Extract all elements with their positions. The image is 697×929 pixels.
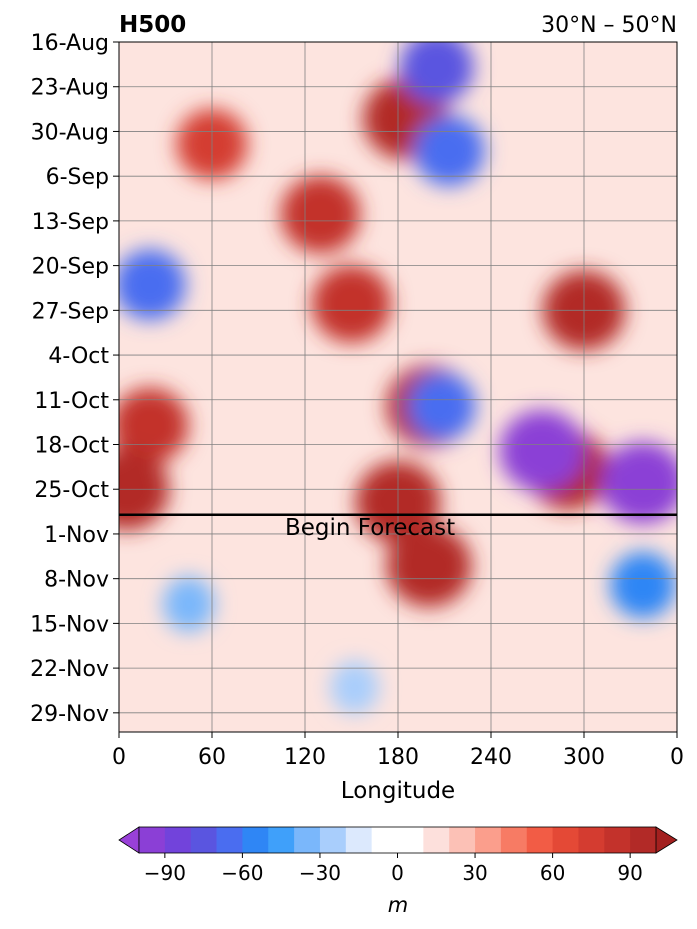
y-tick-label: 23-Aug	[31, 76, 109, 101]
anomaly-feature-14	[407, 371, 476, 441]
colorbar-segment	[139, 827, 166, 853]
y-tick-label: 6-Sep	[46, 165, 109, 190]
colorbar-extend-under	[118, 826, 140, 854]
anomaly-feature-18	[162, 576, 215, 632]
colorbar-segment	[216, 827, 243, 853]
anomaly-feature-8	[386, 524, 472, 607]
colorbar-segment	[371, 827, 424, 853]
plot-area	[119, 42, 677, 732]
y-tick-label: 20-Sep	[32, 255, 109, 280]
colorbar: −90 −60 −30 0 30 60 90	[118, 826, 678, 885]
chart-title-left: H500	[119, 12, 186, 38]
anomaly-feature-12	[413, 115, 485, 187]
anomaly-feature-13	[119, 249, 186, 321]
y-tick-label: 8-Nov	[44, 568, 109, 593]
colorbar-tick-label: −60	[221, 861, 263, 885]
x-tick-label: 120	[284, 745, 326, 770]
forecast-marker: Begin Forecast	[119, 513, 677, 541]
colorbar-segment	[319, 827, 347, 853]
colorbar-tick-label: 60	[540, 861, 565, 885]
y-tick-label: 22-Nov	[30, 657, 109, 682]
x-tick-label: 0	[112, 745, 126, 770]
y-tick-label: 27-Sep	[32, 299, 109, 324]
anomaly-feature-19	[330, 660, 379, 714]
x-tick-label: 60	[198, 745, 226, 770]
x-tick-label: 300	[563, 745, 605, 770]
anomaly-feature-15	[499, 409, 585, 492]
colorbar-segment	[475, 827, 502, 853]
x-axis-label: Longitude	[341, 778, 455, 804]
y-tick-label: 25-Oct	[34, 478, 109, 503]
y-tick-label: 16-Aug	[31, 31, 109, 56]
y-tick-label: 13-Sep	[32, 210, 109, 235]
colorbar-segment	[578, 827, 605, 853]
colorbar-segment	[190, 827, 217, 853]
colorbar-segment	[423, 827, 450, 853]
forecast-label: Begin Forecast	[285, 515, 455, 541]
anomaly-feature-3	[311, 265, 392, 343]
colorbar-segment	[604, 827, 631, 853]
y-tick-label: 11-Oct	[34, 389, 109, 414]
colorbar-segment	[268, 827, 295, 853]
chart-title-right: 30°N – 50°N	[541, 13, 677, 38]
colorbar-segment	[526, 827, 553, 853]
colorbar-segment	[449, 827, 476, 853]
y-axis: 16-Aug 23-Aug 30-Aug 6-Sep 13-Sep 20-Sep 27-Se…	[30, 31, 119, 727]
x-axis: 0 60 120 180 240 300 0	[112, 732, 684, 770]
colorbar-segment	[500, 827, 528, 853]
colorbar-segment	[345, 827, 373, 853]
colorbar-tick-label: −30	[299, 861, 341, 885]
colorbar-tick-label: −90	[144, 861, 186, 885]
x-tick-label: 180	[377, 745, 419, 770]
y-tick-label: 30-Aug	[31, 120, 109, 145]
anomaly-feature-11	[399, 42, 474, 105]
colorbar-label: m	[388, 893, 408, 917]
colorbar-segment	[242, 827, 269, 853]
colorbar-segment	[552, 827, 579, 853]
colorbar-segment	[164, 827, 192, 853]
y-tick-label: 4-Oct	[48, 344, 109, 369]
colorbar-extend-over	[655, 826, 678, 854]
colorbar-tick-label: 30	[462, 861, 487, 885]
grid-lines	[118, 41, 678, 732]
anomaly-feature-16	[600, 441, 677, 524]
x-tick-label: 0	[670, 745, 684, 770]
x-tick-label: 240	[470, 745, 512, 770]
y-tick-label: 15-Nov	[30, 612, 109, 637]
colorbar-tick-label: 90	[617, 861, 642, 885]
colorbar-segment	[630, 827, 657, 853]
anomaly-field	[119, 42, 677, 714]
colorbar-segment	[294, 827, 321, 853]
colorbar-tick-label: 0	[391, 861, 404, 885]
y-tick-label: 29-Nov	[30, 702, 109, 727]
y-tick-label: 18-Oct	[34, 434, 109, 459]
anomaly-feature-17	[610, 551, 676, 619]
anomaly-feature-2	[280, 175, 361, 254]
y-tick-label: 1-Nov	[44, 523, 109, 548]
